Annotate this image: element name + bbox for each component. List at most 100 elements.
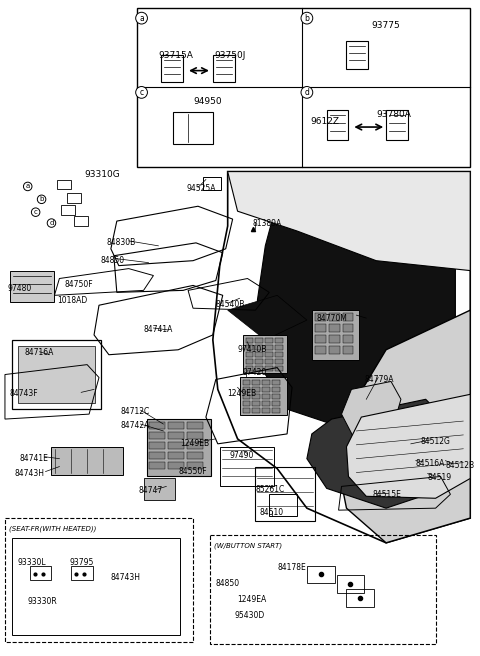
Bar	[343, 335, 353, 343]
Bar	[146, 419, 211, 476]
Bar	[220, 447, 274, 486]
Bar	[255, 466, 315, 521]
Bar	[149, 462, 165, 468]
Text: 93780A: 93780A	[377, 110, 411, 119]
Bar	[275, 345, 283, 350]
Bar	[315, 335, 326, 343]
Bar	[161, 54, 183, 83]
Bar	[263, 388, 270, 392]
Bar	[12, 340, 101, 409]
Bar	[275, 359, 283, 363]
Text: 1018AD: 1018AD	[58, 297, 88, 305]
Bar	[343, 346, 353, 354]
Text: 84830B: 84830B	[107, 238, 136, 247]
Bar	[252, 388, 260, 392]
Bar	[149, 442, 165, 449]
Bar	[187, 442, 203, 449]
Bar	[242, 380, 251, 386]
Text: 81389A: 81389A	[252, 219, 282, 228]
Bar	[12, 538, 180, 635]
Bar	[263, 380, 270, 386]
Bar	[51, 447, 123, 474]
Bar	[245, 352, 253, 357]
Text: 84850: 84850	[216, 579, 240, 588]
Bar	[272, 394, 280, 400]
Bar	[275, 338, 283, 343]
Bar	[58, 180, 71, 190]
Text: a: a	[139, 14, 144, 23]
Bar	[168, 432, 184, 439]
Bar	[245, 365, 253, 371]
Bar	[168, 452, 184, 459]
Text: 84742A: 84742A	[121, 421, 150, 430]
Text: 93330R: 93330R	[28, 597, 58, 606]
Bar	[18, 346, 95, 403]
Bar	[275, 365, 283, 371]
Bar	[315, 324, 326, 332]
Text: 84743H: 84743H	[111, 573, 141, 581]
Text: 94525A: 94525A	[186, 184, 216, 194]
Bar	[61, 205, 75, 215]
Polygon shape	[228, 295, 307, 340]
Bar	[210, 535, 435, 644]
Text: 84741E: 84741E	[20, 454, 48, 462]
Bar	[187, 452, 203, 459]
Bar	[252, 408, 260, 413]
Bar	[386, 110, 408, 140]
Bar	[252, 401, 260, 406]
Bar	[347, 589, 374, 607]
Text: 84716A: 84716A	[25, 348, 54, 357]
Text: 93715A: 93715A	[159, 51, 193, 60]
Text: 84512B: 84512B	[445, 461, 475, 470]
Text: 84550F: 84550F	[178, 466, 207, 476]
Text: 9612Z: 9612Z	[310, 117, 339, 126]
Bar	[168, 462, 184, 468]
Bar	[245, 338, 253, 343]
Text: 84850: 84850	[101, 256, 125, 265]
Bar	[329, 324, 339, 332]
Text: 93775: 93775	[372, 21, 400, 30]
Bar	[255, 338, 264, 343]
Bar	[329, 313, 339, 321]
Bar	[272, 380, 280, 386]
Bar	[144, 478, 175, 501]
Text: (W/BUTTON START): (W/BUTTON START)	[214, 543, 282, 549]
Text: 97480: 97480	[8, 285, 32, 293]
Bar	[307, 565, 335, 583]
Bar	[168, 442, 184, 449]
Text: b: b	[304, 14, 309, 23]
Polygon shape	[307, 400, 456, 508]
Polygon shape	[347, 394, 470, 499]
Bar	[67, 194, 81, 203]
Text: 97420: 97420	[242, 367, 267, 377]
Bar	[329, 335, 339, 343]
Text: 93310G: 93310G	[84, 170, 120, 178]
Text: 1249EB: 1249EB	[228, 390, 257, 398]
Text: 84510: 84510	[259, 508, 284, 517]
Text: c: c	[140, 88, 144, 97]
Polygon shape	[257, 201, 456, 429]
Bar	[255, 365, 264, 371]
Bar	[263, 401, 270, 406]
Text: c: c	[34, 209, 37, 215]
Text: 97410B: 97410B	[238, 345, 267, 354]
Bar	[252, 394, 260, 400]
Bar	[329, 346, 339, 354]
Bar	[255, 352, 264, 357]
Text: 84750F: 84750F	[64, 281, 93, 289]
Bar	[336, 575, 364, 593]
Bar	[315, 313, 326, 321]
Bar	[71, 565, 93, 581]
Bar	[173, 112, 213, 144]
Bar	[30, 565, 51, 581]
Bar	[242, 335, 287, 373]
Text: b: b	[39, 196, 44, 202]
Text: 84178E: 84178E	[277, 563, 306, 571]
Bar	[203, 176, 221, 190]
Bar	[10, 270, 54, 302]
Bar	[272, 401, 280, 406]
Bar	[272, 388, 280, 392]
Text: 84743F: 84743F	[10, 390, 38, 398]
Bar	[242, 394, 251, 400]
Text: 97490: 97490	[229, 451, 254, 460]
